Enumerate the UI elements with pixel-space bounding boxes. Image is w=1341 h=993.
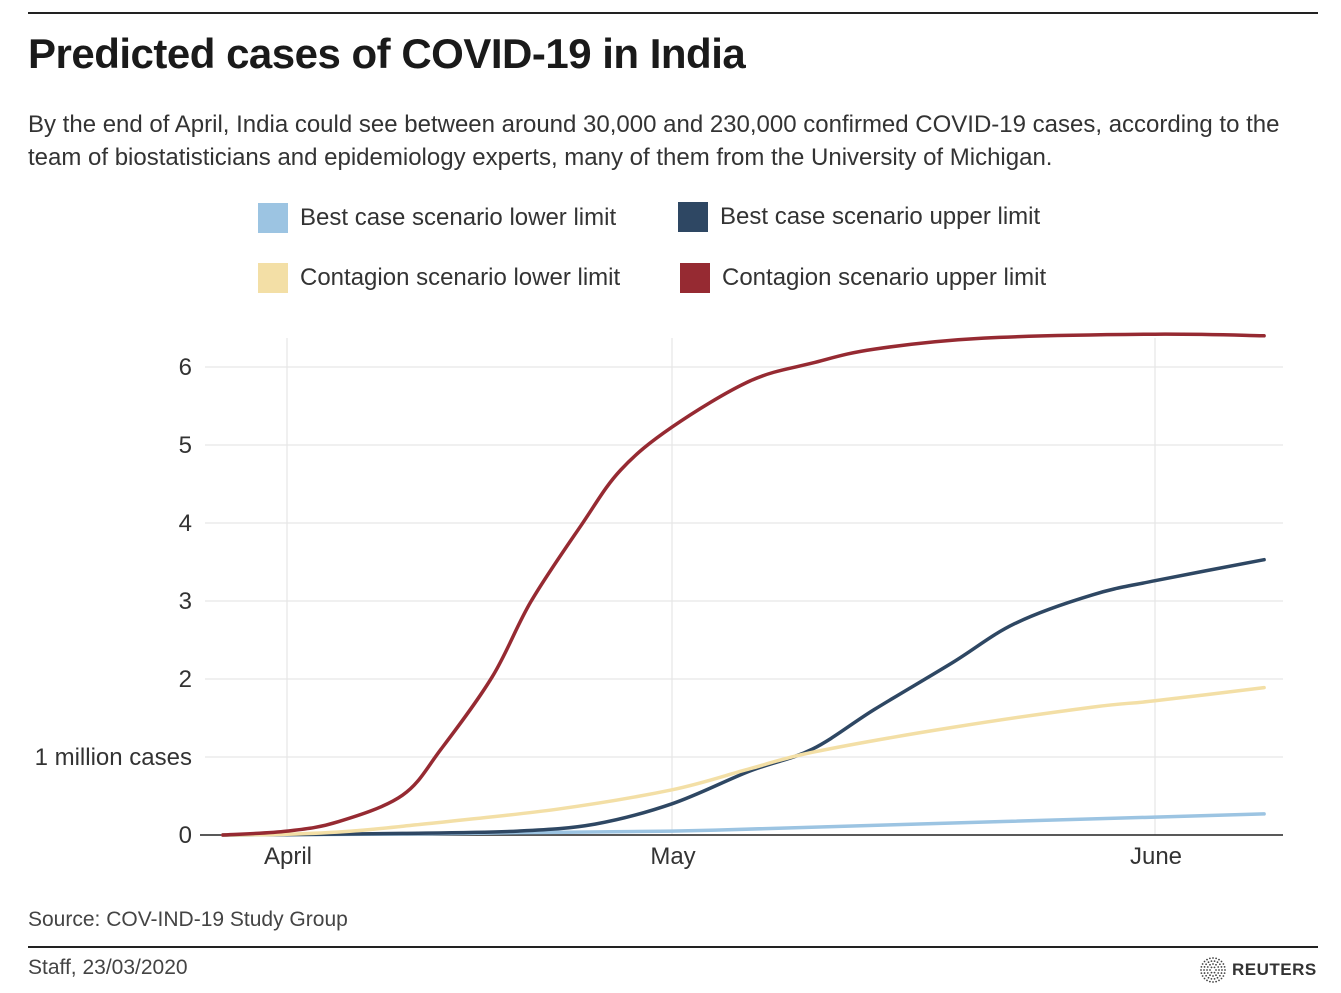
logo-dot — [1224, 969, 1226, 971]
logo-dot — [1206, 979, 1208, 982]
source-note: Source: COV-IND-19 Study Group — [28, 908, 348, 931]
logo-dot — [1210, 977, 1213, 980]
logo-dot — [1200, 969, 1202, 971]
chart-title: Predicted cases of COVID-19 in India — [28, 30, 746, 77]
logo-dot — [1203, 966, 1206, 968]
y-tick-label: 0 — [179, 822, 192, 849]
logo-dot — [1212, 957, 1214, 959]
top-rule — [28, 12, 1318, 14]
logo-dot — [1210, 966, 1213, 969]
logo-dot — [1222, 975, 1225, 977]
logo-dot — [1201, 975, 1204, 977]
logo-dot — [1200, 972, 1203, 975]
logo-dot — [1209, 963, 1211, 966]
logo-dot — [1221, 969, 1223, 971]
chart-subtitle: By the end of April, India could see bet… — [28, 111, 1280, 171]
logo-dot — [1217, 972, 1220, 974]
line-chart: 0 1 million cases 2 3 4 5 6 April May June — [35, 332, 1283, 870]
logo-dot — [1212, 963, 1214, 965]
logo-dot — [1209, 969, 1211, 971]
logo-dot — [1218, 963, 1221, 966]
logo-dot — [1203, 972, 1206, 974]
logo-dot — [1216, 961, 1219, 964]
logo-dot — [1210, 960, 1213, 963]
reuters-logo: REUTERS — [1200, 957, 1317, 983]
logo-dot — [1206, 966, 1209, 968]
legend-label: Best case scenario upper limit — [720, 203, 1041, 230]
logo-dot — [1207, 976, 1210, 979]
logo-dot — [1206, 958, 1208, 961]
logo-dot — [1206, 972, 1209, 974]
logo-dot — [1212, 975, 1214, 977]
logo-dot — [1203, 969, 1205, 971]
y-tick-label: 3 — [179, 588, 192, 615]
legend-item-best-upper: Best case scenario upper limit — [678, 202, 1040, 232]
logo-dot — [1220, 966, 1223, 968]
logo-dot — [1201, 963, 1204, 965]
logo-dot — [1215, 969, 1217, 971]
series-lines — [221, 332, 1266, 837]
logo-dot — [1208, 980, 1211, 983]
legend-label: Best case scenario lower limit — [300, 204, 617, 231]
logo-dot — [1218, 969, 1220, 971]
legend-swatch — [258, 263, 288, 293]
logo-dot — [1206, 969, 1208, 971]
legend-item-best-lower: Best case scenario lower limit — [258, 203, 616, 233]
logo-dot — [1205, 974, 1208, 977]
logo-dot — [1217, 966, 1220, 968]
logo-dot — [1213, 966, 1216, 969]
logo-dot — [1212, 981, 1214, 983]
y-tick-label: 6 — [179, 354, 192, 381]
series-line-0 — [221, 812, 1266, 837]
legend-label: Contagion scenario upper limit — [722, 264, 1047, 291]
legend-swatch — [678, 202, 708, 232]
logo-dot — [1215, 980, 1218, 983]
y-tick-label: 2 — [179, 666, 192, 693]
logo-dot — [1213, 977, 1216, 980]
gridlines — [205, 338, 1283, 835]
logo-dot — [1203, 960, 1206, 963]
series-line-2 — [221, 685, 1266, 837]
logo-dot — [1215, 957, 1218, 960]
logo-dot — [1207, 961, 1210, 964]
logo-dot — [1218, 979, 1220, 982]
logo-dot — [1208, 957, 1211, 960]
y-tick-label: 1 million cases — [35, 744, 192, 771]
logo-dot — [1223, 972, 1226, 975]
legend-item-contagion-lower: Contagion scenario lower limit — [258, 263, 620, 293]
logo-dot — [1220, 977, 1223, 980]
logo-dot — [1222, 963, 1225, 965]
logo-dot — [1203, 977, 1206, 980]
legend-swatch — [680, 263, 710, 293]
legend-swatch — [258, 203, 288, 233]
credit-line: Staff, 23/03/2020 — [28, 956, 188, 979]
logo-dot — [1215, 974, 1217, 977]
logo-dot — [1210, 971, 1213, 974]
logo-dot — [1218, 958, 1220, 961]
x-tick-label: May — [650, 843, 695, 870]
logo-text: REUTERS — [1232, 960, 1317, 979]
logo-dot — [1209, 974, 1211, 977]
logo-dot — [1200, 965, 1203, 968]
y-axis-ticks: 0 1 million cases 2 3 4 5 6 — [35, 354, 192, 849]
logo-dot — [1205, 963, 1208, 966]
bottom-rule — [28, 946, 1318, 948]
x-tick-label: April — [264, 843, 312, 870]
x-axis-ticks: April May June — [264, 843, 1182, 870]
x-tick-label: June — [1130, 843, 1182, 870]
y-tick-label: 4 — [179, 510, 192, 537]
logo-dot — [1213, 971, 1216, 974]
logo-dot — [1220, 972, 1223, 974]
series-line-3 — [221, 332, 1266, 837]
y-tick-label: 5 — [179, 432, 192, 459]
logo-dot — [1218, 974, 1221, 977]
logo-dot — [1215, 963, 1217, 966]
logo-dot — [1216, 976, 1219, 979]
logo-dot — [1220, 960, 1223, 963]
reuters-logo-icon — [1200, 957, 1226, 983]
logo-dot — [1223, 965, 1226, 968]
legend-label: Contagion scenario lower limit — [300, 264, 621, 291]
logo-dot — [1213, 960, 1216, 963]
legend-item-contagion-upper: Contagion scenario upper limit — [680, 263, 1046, 293]
